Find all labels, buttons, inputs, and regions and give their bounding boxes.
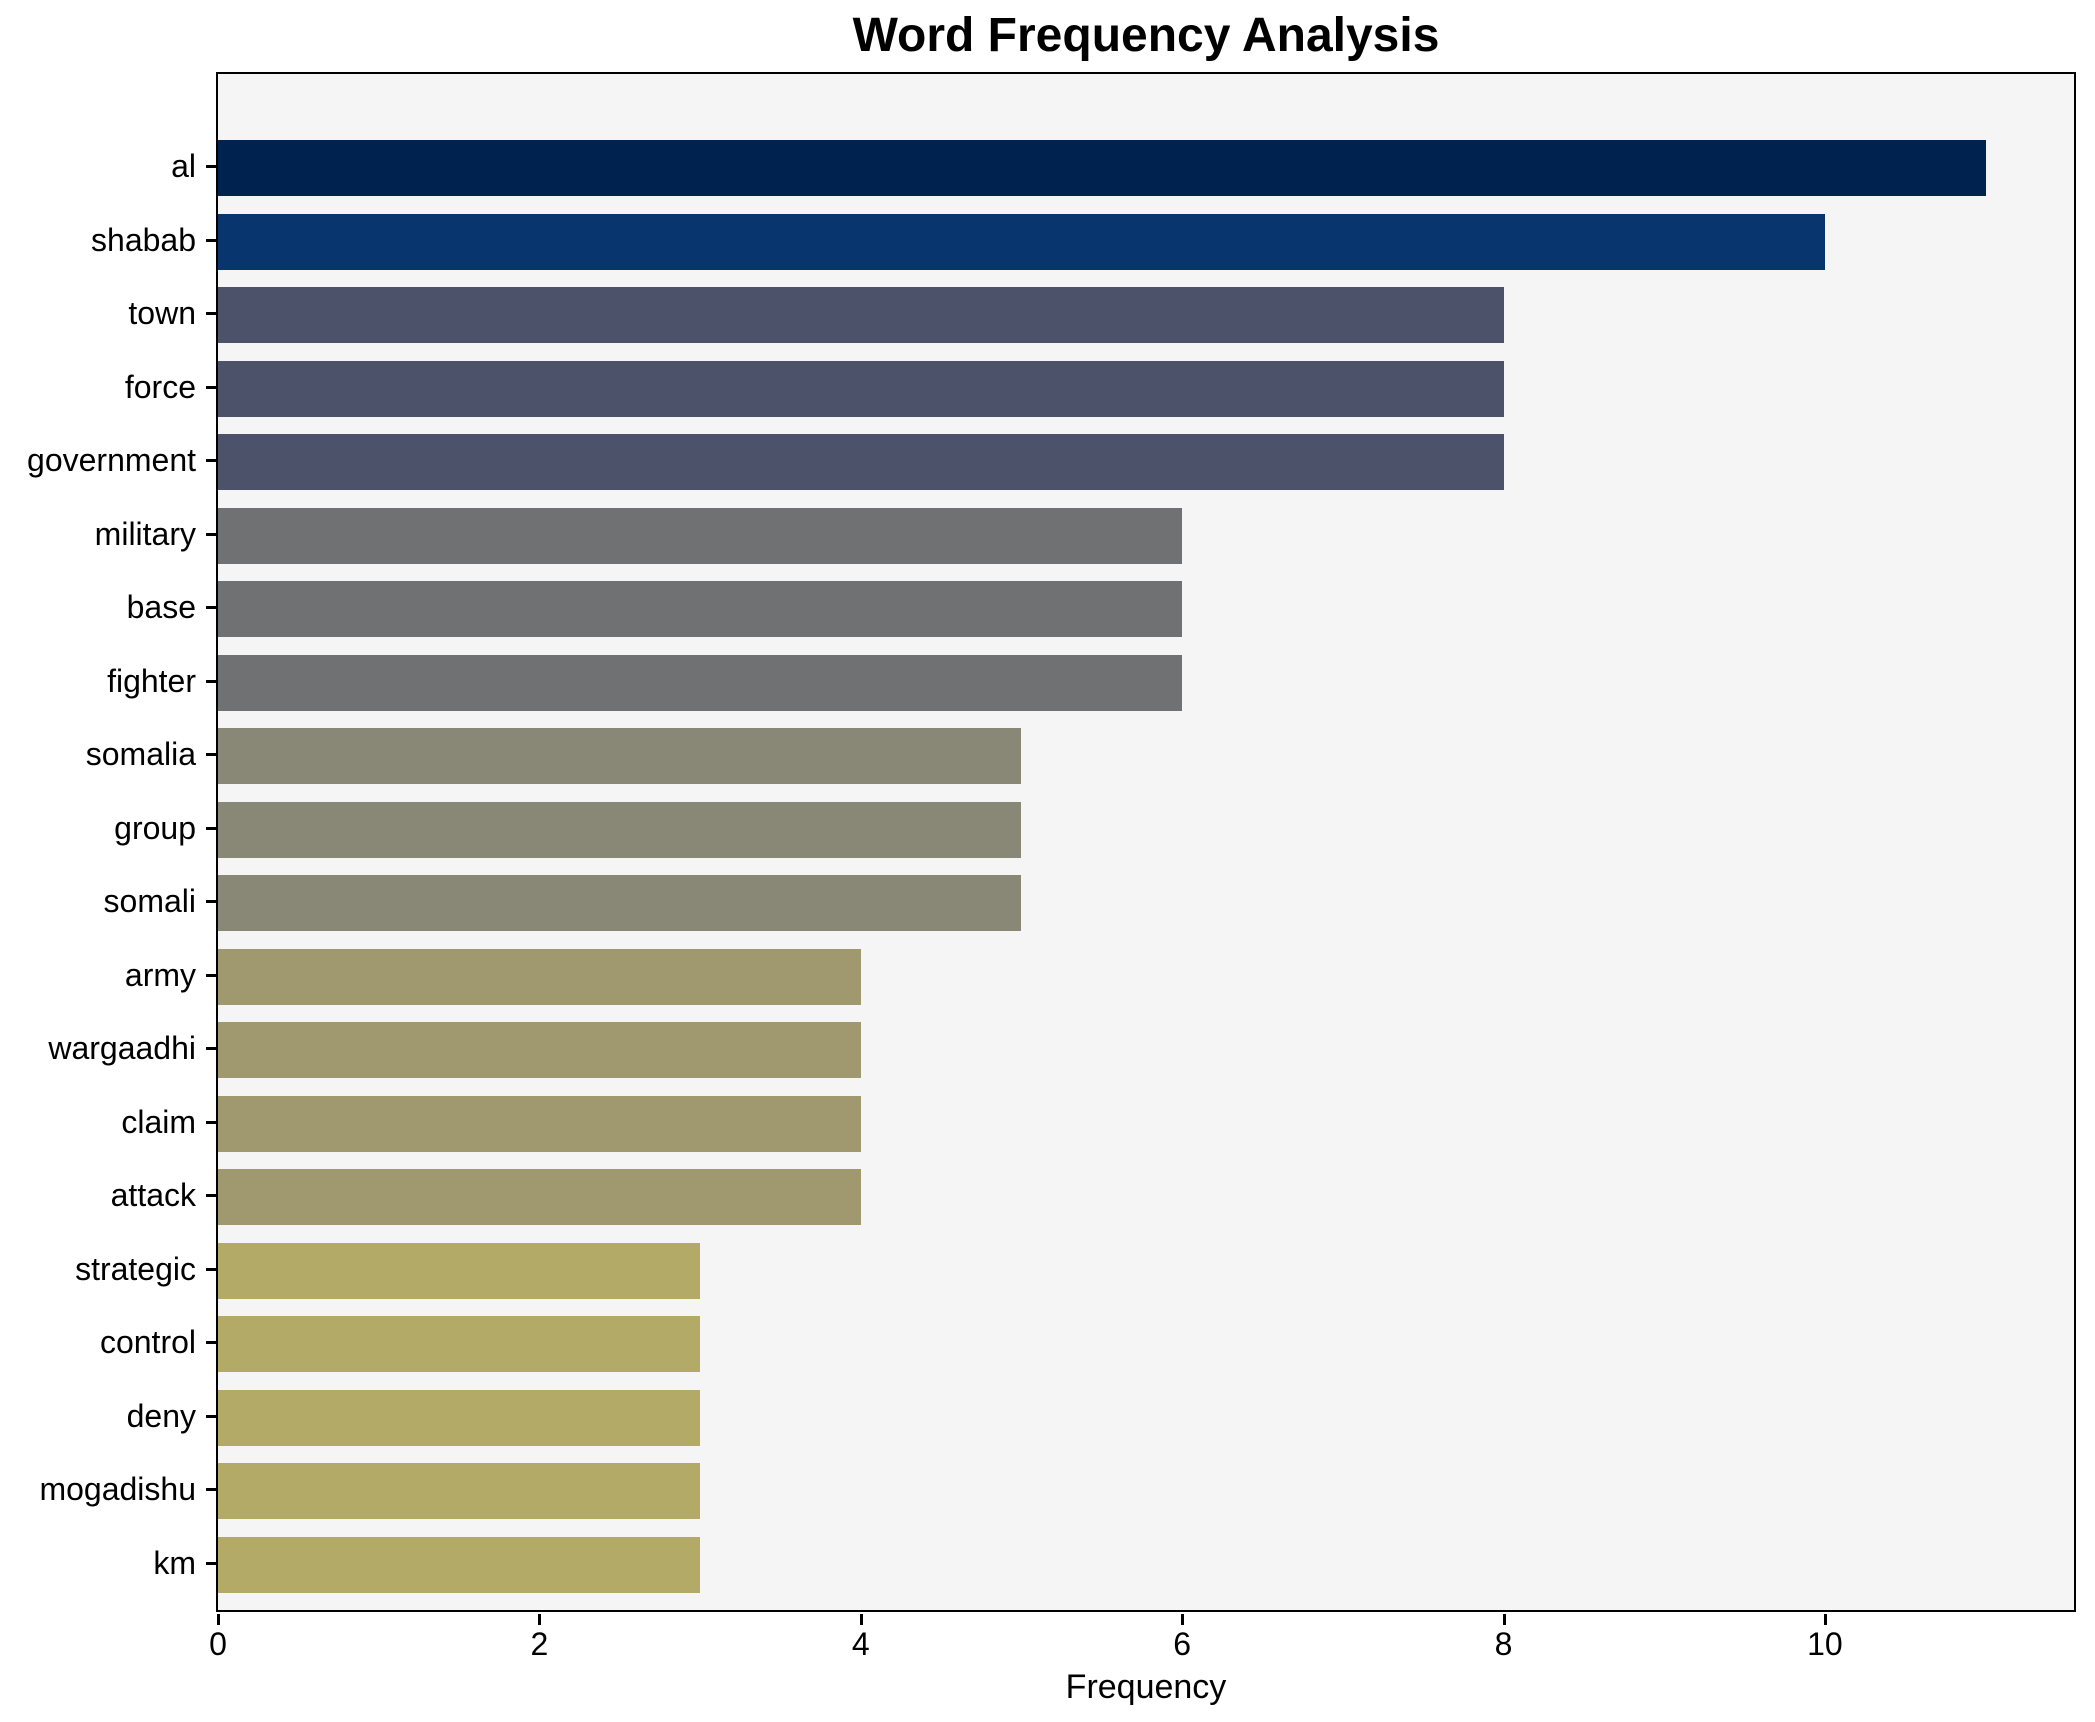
- y-tick-label-mogadishu: mogadishu: [39, 1471, 196, 1507]
- x-tick-label-10: 10: [1807, 1626, 1843, 1662]
- x-axis-label: Frequency: [1065, 1668, 1227, 1706]
- y-tick-mark: [206, 312, 216, 315]
- y-tick-mark: [206, 1488, 216, 1491]
- bar-somalia: [218, 728, 1022, 784]
- y-tick-label-force: force: [124, 368, 196, 405]
- x-tick-label-0: 0: [209, 1626, 227, 1662]
- y-tick-label-town: town: [128, 295, 196, 331]
- y-tick-mark: [206, 1194, 216, 1197]
- y-tick-mark: [206, 385, 216, 389]
- y-tick-label-fighter: fighter: [107, 662, 196, 699]
- bar-base: [218, 581, 1183, 637]
- y-tick-mark: [206, 532, 216, 536]
- bar-attack: [218, 1169, 861, 1225]
- x-tick-mark: [1502, 1614, 1506, 1625]
- x-tick-mark: [1181, 1614, 1185, 1625]
- bar-town: [218, 287, 1504, 343]
- y-tick-mark: [206, 973, 216, 977]
- x-tick-label-2: 2: [530, 1626, 549, 1662]
- y-tick-label-al: al: [171, 148, 196, 184]
- bar-force: [218, 360, 1504, 417]
- x-tick-mark: [217, 1614, 220, 1625]
- bar-mogadishu: [218, 1463, 701, 1519]
- y-tick-label-government: government: [27, 442, 196, 478]
- bar-km: [218, 1536, 701, 1593]
- y-tick-label-claim: claim: [121, 1103, 196, 1140]
- y-tick-label-base: base: [126, 589, 196, 625]
- bar-military: [218, 507, 1183, 564]
- bar-strategic: [218, 1242, 701, 1299]
- y-tick-label-km: km: [153, 1544, 196, 1581]
- y-tick-mark: [206, 900, 216, 903]
- y-tick-mark: [206, 826, 216, 830]
- y-tick-mark: [206, 1047, 216, 1050]
- y-tick-mark: [206, 1414, 216, 1418]
- y-tick-label-wargaadhi: wargaadhi: [48, 1030, 196, 1066]
- y-tick-mark: [206, 459, 216, 462]
- y-tick-mark: [206, 606, 216, 609]
- bar-shabab: [218, 213, 1825, 270]
- y-tick-label-army: army: [124, 956, 196, 993]
- y-tick-mark: [206, 753, 216, 756]
- bar-wargaadhi: [218, 1022, 861, 1078]
- y-tick-label-military: military: [94, 515, 196, 552]
- bar-al: [218, 140, 1986, 196]
- bar-somali: [218, 875, 1022, 931]
- y-tick-label-somali: somali: [103, 883, 196, 919]
- bar-government: [218, 434, 1504, 490]
- y-tick-label-somalia: somalia: [85, 736, 196, 772]
- x-tick-label-6: 6: [1173, 1626, 1192, 1662]
- y-tick-mark: [206, 1267, 216, 1271]
- bar-army: [218, 948, 861, 1005]
- x-tick-label-4: 4: [851, 1626, 870, 1662]
- y-tick-label-control: control: [99, 1324, 196, 1360]
- y-tick-mark: [206, 1341, 216, 1344]
- y-tick-mark: [206, 679, 216, 683]
- y-tick-mark: [206, 1561, 216, 1565]
- bar-deny: [218, 1389, 701, 1446]
- chart-title: Word Frequency Analysis: [852, 9, 1440, 62]
- y-tick-label-group: group: [114, 809, 196, 846]
- x-tick-mark: [538, 1614, 542, 1625]
- y-tick-label-attack: attack: [110, 1177, 196, 1213]
- bar-claim: [218, 1095, 861, 1152]
- x-tick-mark: [1823, 1614, 1827, 1625]
- y-tick-label-strategic: strategic: [75, 1250, 196, 1287]
- y-tick-mark: [206, 165, 216, 168]
- y-tick-label-shabab: shabab: [91, 221, 196, 258]
- x-tick-mark: [859, 1614, 863, 1625]
- y-tick-mark: [206, 1120, 216, 1124]
- x-tick-label-8: 8: [1494, 1626, 1513, 1662]
- bar-control: [218, 1316, 701, 1372]
- y-tick-mark: [206, 238, 216, 242]
- bar-group: [218, 801, 1022, 858]
- bar-fighter: [218, 654, 1183, 711]
- y-tick-label-deny: deny: [126, 1397, 196, 1434]
- plot-area: [216, 72, 2076, 1612]
